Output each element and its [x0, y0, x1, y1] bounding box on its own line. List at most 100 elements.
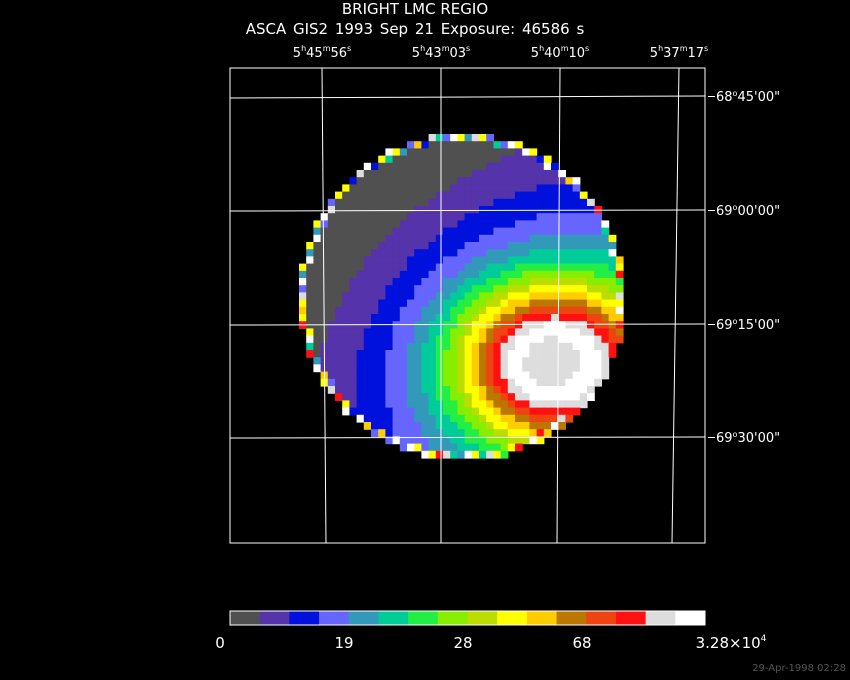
image-pixel: [536, 342, 545, 351]
image-pixel: [371, 378, 379, 387]
image-pixel: [450, 263, 458, 272]
image-pixel: [320, 299, 329, 308]
image-pixel: [313, 242, 322, 250]
image-pixel: [399, 213, 408, 221]
image-pixel: [543, 321, 552, 329]
ra-label: 5h43m03s: [411, 44, 471, 61]
image-pixel: [407, 400, 415, 409]
image-pixel: [356, 299, 365, 308]
image-pixel: [363, 357, 372, 365]
image-pixel: [399, 342, 408, 351]
image-pixel: [399, 357, 408, 365]
image-pixel: [320, 263, 329, 272]
image-pixel: [399, 364, 408, 373]
image-pixel: [522, 170, 530, 178]
image-pixel: [507, 299, 516, 308]
image-pixel: [349, 335, 358, 344]
image-pixel: [572, 335, 581, 344]
image-pixel: [320, 213, 329, 221]
image-pixel: [363, 364, 372, 373]
image-pixel: [529, 429, 538, 437]
image-pixel: [435, 263, 444, 272]
image-pixel: [594, 285, 602, 293]
image-pixel: [579, 364, 588, 373]
image-pixel: [443, 414, 451, 423]
image-pixel: [371, 227, 379, 236]
image-pixel: [522, 285, 530, 293]
image-pixel: [399, 177, 408, 185]
image-pixel: [392, 177, 401, 185]
image-pixel: [327, 227, 336, 236]
image-pixel: [594, 328, 602, 337]
image-pixel: [342, 314, 350, 322]
image-pixel: [385, 184, 394, 193]
image-pixel: [363, 234, 372, 243]
image-pixel: [608, 285, 617, 293]
image-pixel: [515, 278, 523, 286]
image-pixel: [435, 292, 444, 301]
image-pixel: [608, 256, 617, 265]
image-pixel: [471, 256, 480, 265]
image-pixel: [443, 400, 451, 409]
image-pixel: [565, 407, 574, 416]
image-pixel: [515, 321, 523, 329]
image-pixel: [579, 400, 588, 409]
image-pixel: [572, 364, 581, 373]
image-pixel: [335, 206, 343, 214]
image-pixel: [543, 429, 552, 437]
image-pixel: [558, 249, 566, 257]
image-pixel: [551, 299, 559, 308]
image-pixel: [558, 371, 566, 380]
image-pixel: [479, 191, 487, 200]
image-pixel: [443, 371, 451, 380]
image-pixel: [529, 234, 538, 243]
ra-grid-line: [671, 67, 680, 544]
image-pixel: [392, 371, 401, 380]
timestamp: 29-Apr-1998 02:28: [752, 663, 846, 674]
image-pixel: [529, 335, 538, 344]
image-pixel: [428, 177, 437, 185]
image-pixel: [565, 278, 574, 286]
image-pixel: [558, 306, 566, 315]
image-pixel: [342, 227, 350, 236]
image-pixel: [464, 278, 473, 286]
image-pixel: [464, 220, 473, 229]
image-pixel: [392, 285, 401, 293]
image-pixel: [392, 191, 401, 200]
image-pixel: [399, 328, 408, 337]
image-pixel: [371, 234, 379, 243]
image-pixel: [608, 306, 617, 315]
image-pixel: [450, 270, 458, 279]
image-pixel: [558, 213, 566, 221]
image-pixel: [356, 393, 365, 401]
image-pixel: [507, 400, 516, 409]
image-pixel: [558, 414, 566, 423]
image-pixel: [320, 278, 329, 286]
image-pixel: [486, 198, 494, 207]
image-pixel: [486, 170, 494, 178]
image-pixel: [414, 335, 422, 344]
image-pixel: [414, 386, 422, 394]
image-pixel: [443, 350, 451, 358]
image-pixel: [378, 393, 386, 401]
image-pixel: [421, 357, 430, 365]
image-pixel: [327, 263, 336, 272]
image-pixel: [471, 386, 480, 394]
image-pixel: [457, 278, 466, 286]
image-pixel: [608, 263, 617, 272]
image-pixel: [464, 436, 473, 445]
image-pixel: [565, 270, 574, 279]
image-pixel: [522, 198, 530, 207]
image-pixel: [543, 270, 552, 279]
image-pixel: [507, 249, 516, 257]
image-pixel: [515, 162, 523, 171]
image-pixel: [363, 350, 372, 358]
image-pixel: [515, 141, 523, 149]
image-pixel: [435, 393, 444, 401]
image-pixel: [299, 285, 307, 293]
image-pixel: [363, 285, 372, 293]
image-pixel: [615, 328, 624, 337]
image-pixel: [493, 256, 502, 265]
image-pixel: [608, 328, 617, 337]
image-pixel: [443, 184, 451, 193]
